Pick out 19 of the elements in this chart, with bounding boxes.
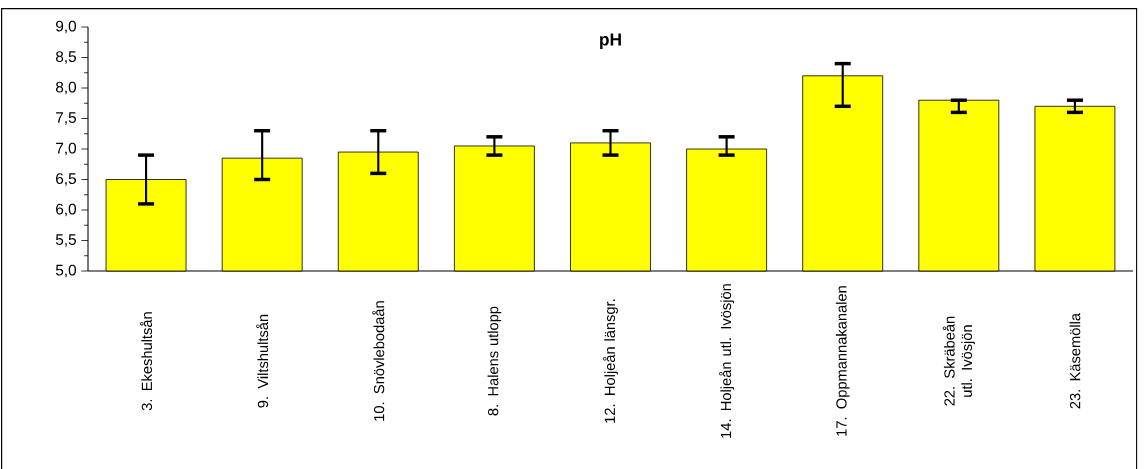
chart-title: pH: [600, 33, 621, 49]
x-tick-label: 17. Oppmannakanalen: [835, 286, 850, 436]
y-tick-label: 7,5: [56, 112, 76, 125]
y-tick-label: 6,5: [56, 173, 76, 186]
x-tick-label: 8. Halens utlopp: [487, 306, 502, 416]
x-tick-label: 9. Viltshultsån: [256, 314, 269, 408]
x-tick-label: 12. Holjeån länsgr.: [603, 299, 618, 423]
y-tick-label: 8,0: [55, 81, 77, 95]
y-tick-label: 9,0: [56, 20, 77, 34]
x-tick-label: 10. Snövlebodaån: [372, 301, 385, 421]
x-tick-label: 14. Holjeån utl. Ivösjön: [719, 284, 735, 438]
y-tick-label: 5,5: [55, 234, 76, 247]
y-tick-label: 7,0: [56, 142, 77, 156]
x-tick-label: 22. Skräbeån utl. Ivösjön: [942, 316, 975, 406]
y-tick-label: 6,0: [56, 203, 77, 217]
y-tick-label: 5,0: [55, 264, 77, 278]
x-tick-label: 23. Käsemölla: [1069, 312, 1081, 409]
y-tick-label: 8,5: [55, 51, 76, 64]
x-tick-label: 3. Ekeshultsån: [140, 312, 153, 411]
